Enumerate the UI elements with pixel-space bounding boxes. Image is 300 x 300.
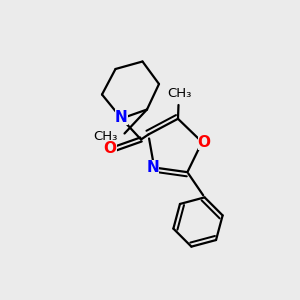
Text: CH₃: CH₃ [94,130,118,143]
Text: N: N [115,110,128,124]
Text: N: N [146,160,159,175]
Text: O: O [103,141,117,156]
Text: O: O [198,135,211,150]
Text: CH₃: CH₃ [167,87,191,100]
